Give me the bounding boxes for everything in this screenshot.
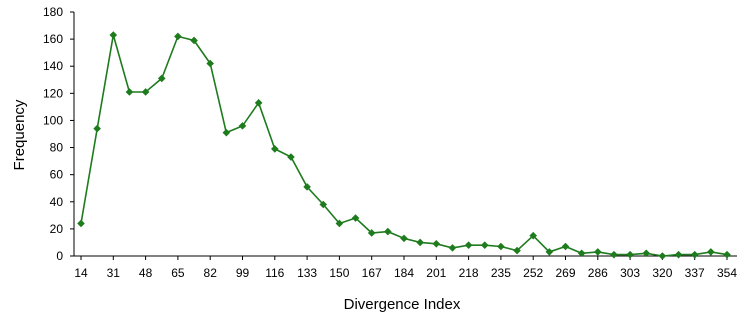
x-axis-title: Divergence Index (344, 296, 461, 313)
y-tick-label: 160 (43, 32, 63, 46)
x-tick-label: 269 (555, 266, 575, 280)
y-tick-label: 80 (50, 141, 64, 155)
data-point-marker (594, 248, 602, 256)
data-point-marker (513, 246, 521, 255)
data-point-marker (416, 238, 424, 247)
data-point-marker (319, 200, 328, 209)
data-point-marker (141, 88, 150, 96)
y-tick-label: 0 (56, 249, 63, 263)
data-point-marker (400, 234, 408, 243)
x-axis-tick-labels: 14 31 48 65 82 99 116 133 150 167 184 201 218 235 252 2… (74, 266, 737, 280)
x-tick-label: 150 (329, 266, 349, 280)
y-tick-label: 120 (43, 86, 63, 100)
x-tick-label: 201 (426, 266, 446, 280)
data-point-marker (384, 227, 392, 236)
data-point-marker (690, 250, 699, 259)
series-group (77, 31, 731, 260)
data-point-marker (723, 250, 731, 259)
y-tick-label: 180 (43, 5, 63, 19)
x-tick-label: 286 (588, 266, 608, 280)
data-point-marker (448, 244, 457, 252)
x-tick-label: 184 (394, 266, 414, 280)
x-tick-label: 31 (107, 266, 121, 280)
data-point-marker (174, 32, 182, 41)
data-point-marker (190, 36, 198, 45)
x-tick-label: 133 (297, 266, 317, 280)
y-tick-label: 100 (43, 113, 63, 127)
x-tick-label: 303 (620, 266, 640, 280)
x-tick-label: 320 (652, 266, 672, 280)
data-point-marker (351, 214, 360, 222)
data-point-marker (93, 124, 101, 133)
data-point-marker (658, 252, 667, 260)
data-point-marker (464, 241, 473, 249)
x-tick-label: 116 (265, 266, 284, 280)
data-point-marker (674, 250, 683, 259)
data-point-marker (238, 122, 247, 130)
y-tick-label: 60 (50, 168, 64, 182)
data-point-marker (610, 250, 618, 259)
y-tick-label: 20 (50, 222, 64, 236)
data-point-marker (545, 248, 554, 256)
data-point-marker (480, 241, 489, 249)
data-point-marker (157, 74, 166, 83)
data-point-marker (626, 250, 634, 259)
data-point-marker (222, 128, 231, 137)
data-point-marker (109, 31, 118, 39)
data-point-marker (577, 249, 586, 258)
data-point-marker (497, 242, 505, 251)
axes (70, 11, 737, 260)
y-tick-label: 140 (43, 59, 63, 73)
x-tick-label: 235 (491, 266, 511, 280)
data-point-marker (367, 229, 376, 237)
x-tick-label: 167 (362, 266, 382, 280)
data-point-marker (561, 242, 570, 251)
x-tick-label: 252 (523, 266, 543, 280)
data-point-marker (432, 240, 441, 248)
x-tick-label: 82 (204, 266, 218, 280)
data-point-marker (125, 88, 134, 96)
data-point-marker (642, 249, 651, 258)
x-tick-label: 99 (236, 266, 250, 280)
x-tick-label: 354 (717, 266, 737, 280)
data-point-marker (707, 248, 715, 256)
x-tick-label: 65 (171, 266, 185, 280)
x-tick-label: 48 (139, 266, 153, 280)
data-point-marker (77, 219, 85, 228)
x-tick-label: 337 (685, 266, 705, 280)
data-point-marker (303, 183, 311, 191)
data-point-marker (271, 145, 279, 153)
data-point-marker (287, 153, 295, 161)
data-point-marker (206, 59, 214, 68)
data-point-marker (335, 219, 344, 228)
data-point-marker (529, 231, 537, 240)
y-tick-label: 40 (50, 195, 64, 209)
y-axis-title: Frequency (11, 99, 28, 170)
x-tick-label: 218 (459, 266, 479, 280)
data-point-marker (254, 99, 263, 107)
x-tick-label: 14 (74, 266, 88, 280)
y-axis-tick-labels: 0 20 40 60 80 100 120 140 160 180 (43, 5, 63, 263)
series-line (80, 34, 728, 257)
